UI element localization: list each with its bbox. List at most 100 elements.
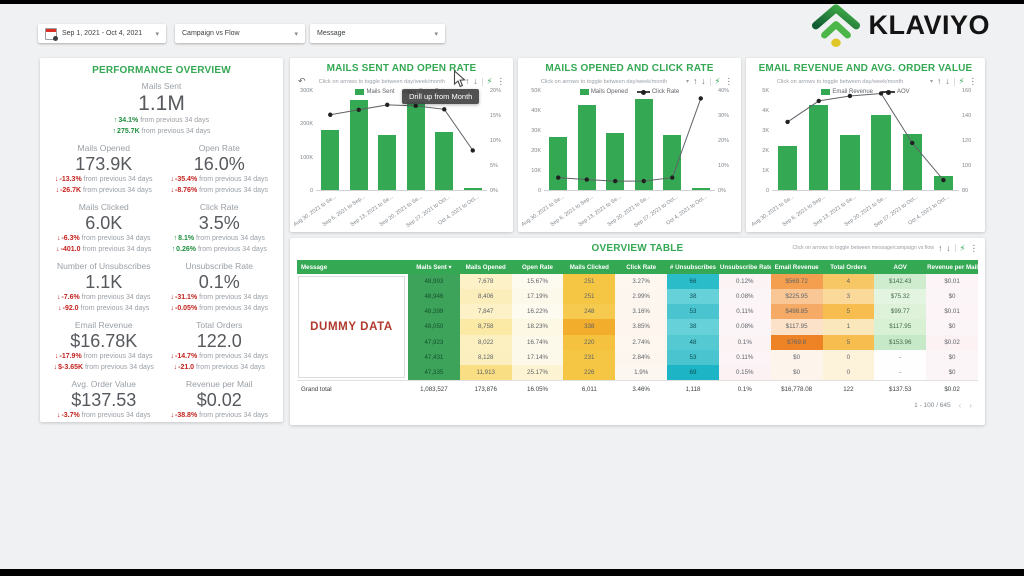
undo-icon[interactable]: ↶: [298, 76, 306, 86]
metric-change: ↓-13.3% from previous 34 days: [48, 175, 160, 186]
metric-change-suffix: from previous 34 days: [197, 186, 268, 194]
kebab-menu-icon[interactable]: ⋮: [968, 76, 978, 87]
column-header-email-revenue[interactable]: Email Revenue: [770, 260, 823, 274]
overview-table-card: OVERVIEW TABLE Click on arrows to toggle…: [290, 238, 985, 425]
bar-6[interactable]: [691, 188, 710, 190]
bar-1[interactable]: [549, 136, 568, 190]
drill-up-icon[interactable]: ↑: [693, 76, 698, 87]
trend-up-icon: ↑: [173, 235, 178, 242]
bar-5[interactable]: [663, 134, 682, 190]
chevron-down-icon[interactable]: ▾: [686, 79, 690, 85]
bar-5[interactable]: [435, 132, 454, 190]
table-cell: 2.84%: [615, 349, 668, 365]
column-header-open-rate[interactable]: Open Rate: [511, 260, 564, 274]
metric-change-suffix: from previous 34 days: [194, 363, 265, 371]
drill-down-icon[interactable]: ↓: [945, 76, 950, 87]
table-cell: $569.72: [770, 274, 823, 290]
table-cell: 47,335: [408, 364, 460, 381]
metric-label: Click Rate: [199, 202, 239, 212]
column-header-unsubscribe-rate[interactable]: Unsubscribe Rate: [718, 260, 771, 274]
bar-4[interactable]: [406, 101, 425, 190]
axis-tick: 0%: [718, 188, 726, 194]
table-cell: $142.43: [874, 274, 927, 290]
campaign-vs-flow-filter[interactable]: Campaign vs Flow ▾: [175, 24, 305, 43]
metric-email-revenue: Email Revenue $16.78K ↓-17.9% from previou…: [48, 320, 160, 373]
table-cell: 5: [822, 334, 875, 350]
metric-label: Mails Sent: [141, 81, 182, 91]
x-axis-labels: Aug 30, 2021 to Se... Sep 6, 2021 to Sep.…: [746, 191, 985, 229]
trend-down-icon: ↓: [170, 176, 175, 183]
bar-2[interactable]: [349, 100, 368, 190]
bar-3[interactable]: [840, 134, 860, 190]
drill-down-icon[interactable]: ↓: [473, 76, 478, 87]
table-cell: $498.85: [770, 304, 823, 320]
metric-value: $137.53: [71, 390, 137, 410]
table-toolbar: Click on arrows to toggle between messag…: [792, 244, 978, 253]
drill-down-icon[interactable]: ↓: [701, 76, 706, 87]
bar-4[interactable]: [871, 114, 891, 190]
table-cell: 17.14%: [511, 349, 564, 365]
column-header-mails-sent[interactable]: Mails Sent ▾: [408, 260, 460, 274]
drill-up-icon[interactable]: ↑: [938, 243, 943, 253]
kebab-menu-icon[interactable]: ⋮: [496, 76, 506, 87]
metric-change: ↓$-0.01 from previous 34 days: [164, 422, 276, 423]
bar-6[interactable]: [933, 176, 954, 190]
column-header-total-orders[interactable]: Total Orders: [822, 260, 875, 274]
metric-change-value: -31.1%: [175, 294, 198, 301]
trend-down-icon: ↓: [56, 294, 61, 301]
column-header-unsubscribes[interactable]: # Unsubscribes: [667, 260, 719, 274]
bar-6[interactable]: [463, 188, 482, 190]
metric-label: Email Revenue: [74, 320, 133, 330]
table-cell: $0: [926, 289, 978, 305]
table-body: DUMMY DATA 48,993 7,678 15.67% 251 3.27% 66 0.1…: [297, 274, 978, 381]
trend-down-icon: ↓: [55, 186, 60, 194]
chevron-down-icon[interactable]: ▾: [930, 79, 934, 85]
metric-change-value: -13.3%: [59, 176, 82, 183]
metric-change: ↑275.7K from previous 34 days: [48, 127, 275, 138]
date-range-filter[interactable]: Sep 1, 2021 - Oct 4, 2021 ▾: [38, 24, 166, 43]
performance-metrics: Mails Sent 1.1M ↑34.1% from previous 34 da…: [48, 81, 275, 422]
refresh-data-icon[interactable]: ⚡: [714, 76, 721, 87]
column-header-aov[interactable]: AOV: [874, 260, 927, 274]
table-cell: 8,022: [459, 334, 512, 350]
table-cell: 48,050: [408, 319, 460, 335]
next-page-icon[interactable]: ›: [969, 401, 972, 410]
bar-2[interactable]: [577, 104, 596, 190]
column-header-click-rate[interactable]: Click Rate: [615, 260, 668, 274]
kebab-menu-icon[interactable]: ⋮: [724, 76, 734, 87]
table-row: 47,335 11,913 25.17% 226 1.9% 69 0.15% $0 0- $0: [297, 364, 978, 381]
table-cell: $0: [926, 364, 978, 381]
bar-3[interactable]: [606, 132, 625, 190]
prev-page-icon[interactable]: ‹: [958, 401, 962, 410]
letterbox-bottom: [0, 569, 1024, 576]
bar-2[interactable]: [809, 104, 829, 190]
x-axis-labels: Aug 30, 2021 to Se... Sep 6, 2021 to Sep.…: [518, 191, 741, 229]
table-cell: 47,923: [408, 334, 460, 350]
column-header-mails-clicked[interactable]: Mails Clicked: [563, 260, 616, 274]
drill-up-icon[interactable]: ↑: [937, 76, 942, 87]
trend-down-icon: ↓: [173, 363, 178, 371]
table-cell: $117.95: [874, 319, 927, 335]
kebab-menu-icon[interactable]: ⋮: [969, 243, 979, 253]
metric-change-suffix: from previous 34 days: [197, 176, 268, 183]
drill-down-icon[interactable]: ↓: [946, 243, 951, 253]
refresh-data-icon[interactable]: ⚡: [959, 243, 966, 253]
bar-4[interactable]: [634, 98, 653, 190]
column-header-mails-opened[interactable]: Mails Opened: [459, 260, 512, 274]
bar-5[interactable]: [902, 133, 922, 190]
column-header-message[interactable]: Message: [297, 260, 408, 274]
metric-value: 122.0: [196, 331, 242, 351]
metric-value: 0.1%: [198, 272, 240, 292]
bar-1[interactable]: [777, 146, 798, 190]
column-header-revenue-per-mail[interactable]: Revenue per Mail: [926, 260, 978, 274]
bar-1[interactable]: [321, 129, 340, 190]
refresh-data-icon[interactable]: ⚡: [486, 76, 493, 87]
bar-3[interactable]: [378, 134, 397, 190]
message-filter[interactable]: Message ▾: [310, 24, 445, 43]
table-cell: $0: [926, 319, 978, 335]
table-cell: 8,128: [459, 349, 512, 365]
toolbar-note: Click on arrows to toggle between day/we…: [318, 78, 445, 85]
refresh-data-icon[interactable]: ⚡: [958, 76, 965, 87]
drill-up-icon[interactable]: ↑: [465, 76, 470, 87]
metric-change-suffix: from previous 34 days: [138, 117, 210, 124]
